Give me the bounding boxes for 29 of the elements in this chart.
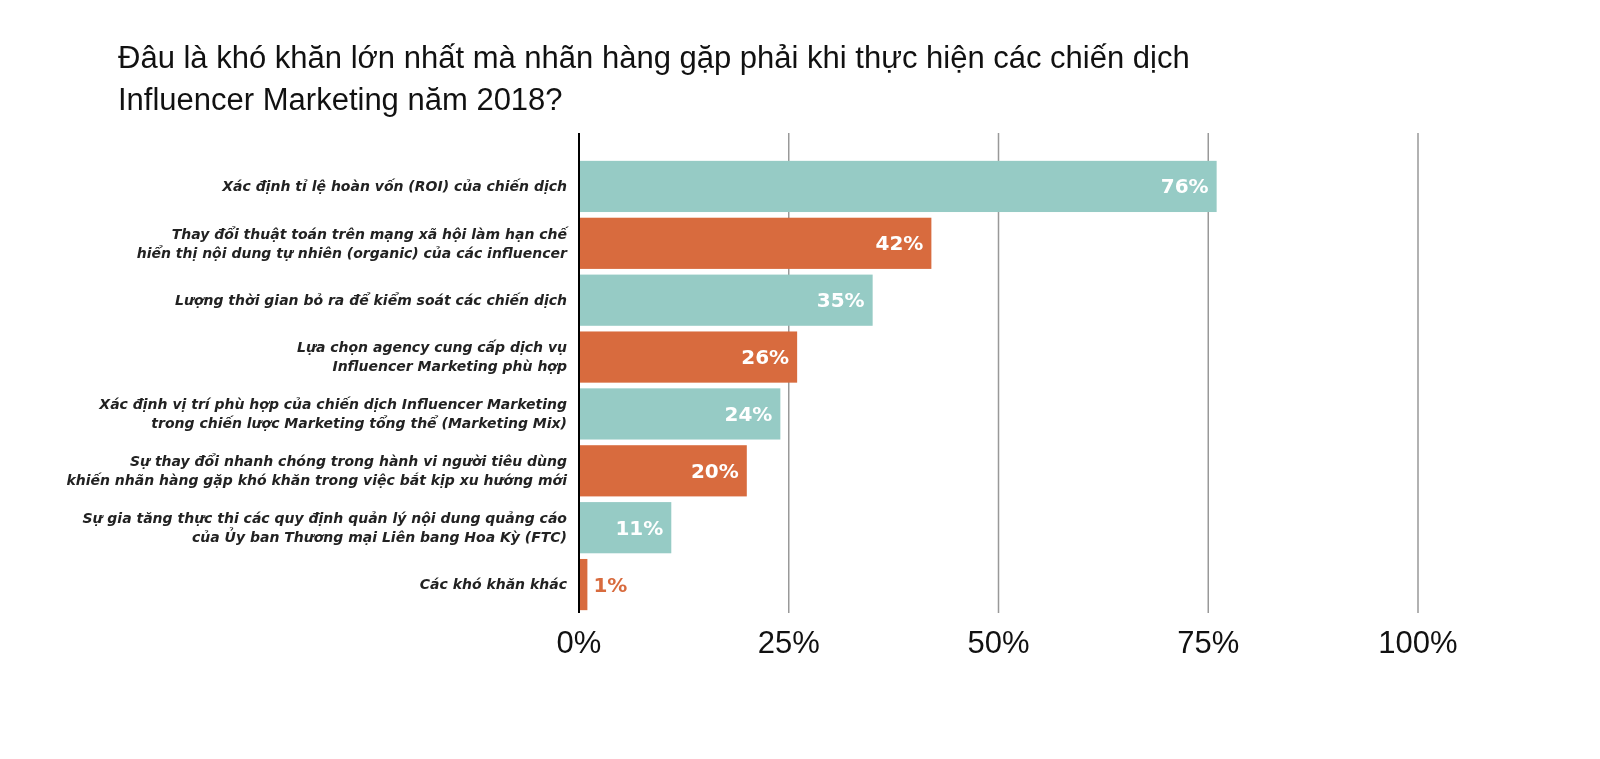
bar [579,160,1217,213]
y-tick-label: Lựa chọn agency cung cấp dịch vụ Influencer Marketing phù hợp [297,339,568,375]
bar [579,274,873,326]
y-tick-label: Sự thay đổi nhanh chóng trong hành vi người tiêu dùng khiến nhãn hàng gặp khó khăn trong việc bắt kịp xu hướng mới [66,453,568,489]
data-label: 20% [690,458,739,483]
y-tick-label: Lượng thời gian bỏ ra để kiểm soát các chiến dịch [175,292,568,309]
data-label: 76% [1160,174,1209,199]
x-tick-label: 75% [1177,625,1240,660]
data-label: 24% [724,401,773,426]
bar [579,388,781,440]
bar [579,217,932,269]
chart-title: Đâu là khó khăn lớn nhất mà nhãn hàng gặp phải khi thực hiện các chiến dịch Influencer Marketing năm 2018? [118,40,1190,117]
y-tick-label: Xác định vị trí phù hợp của chiến dịch Influencer Marketing trong chiến lược Marketing tổng thể (Marketing Mix) [98,396,567,432]
x-tick-label: 0% [556,625,602,660]
bar [579,331,798,383]
data-label: 42% [875,231,924,256]
data-label: 1% [593,572,628,597]
bar [579,502,672,554]
bar [579,445,747,497]
x-tick-label: 50% [967,625,1030,660]
x-tick-label: 25% [757,625,820,660]
x-tick-label: 100% [1378,625,1458,660]
y-tick-label: Các khó khăn khác [419,576,568,593]
y-tick-label: Thay đổi thuật toán trên mạng xã hội làm hạn chế hiển thị nội dung tự nhiên (organic) của các influencer [136,225,570,261]
y-tick-label: Sự gia tăng thực thi các quy định quản lý nội dung quảng cáo của Ủy ban Thương mại Liên bang Hoa Kỳ (FTC) [82,510,568,546]
y-tick-label: Xác định tỉ lệ hoàn vốn (ROI) của chiến dịch [221,178,568,195]
data-label: 26% [741,345,790,370]
data-label: 11% [615,515,664,540]
data-label: 35% [816,288,865,313]
